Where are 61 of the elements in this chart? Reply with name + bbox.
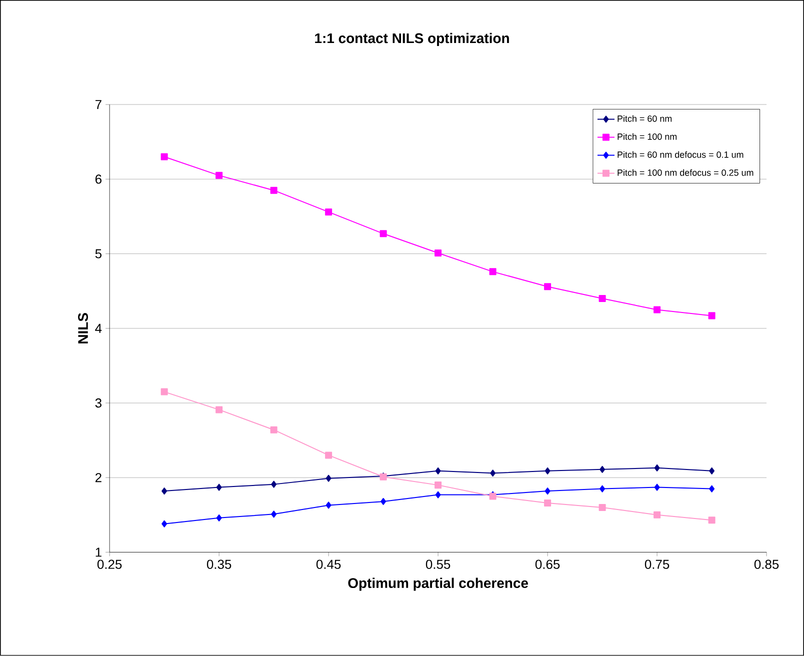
point (216, 484, 222, 491)
point (709, 467, 715, 474)
point (270, 426, 278, 434)
point (326, 502, 332, 509)
point (544, 283, 552, 290)
point (544, 488, 550, 495)
point (270, 186, 278, 194)
point (708, 312, 716, 320)
point (489, 268, 496, 276)
point (654, 464, 660, 472)
y-axis-title: NILS (78, 313, 88, 344)
point (598, 295, 606, 302)
y-tick-label: 2 (95, 473, 102, 482)
point (380, 230, 387, 238)
x-tick-label: 0.75 (644, 560, 670, 570)
point (600, 466, 606, 474)
point (434, 482, 442, 489)
point (216, 514, 222, 522)
point (654, 306, 661, 314)
legend-label: Pitch = 100 nm (618, 133, 677, 140)
point (325, 208, 332, 216)
point (598, 504, 606, 512)
point (216, 406, 223, 414)
point (326, 474, 332, 482)
y-tick-label: 4 (95, 324, 102, 333)
point (654, 484, 660, 491)
legend-label: Pitch = 60 nm (618, 115, 672, 122)
point (216, 172, 223, 180)
point (271, 480, 277, 488)
point (544, 467, 550, 474)
y-tick-label: 5 (95, 249, 102, 258)
point (380, 498, 386, 506)
x-tick-label: 0.55 (426, 560, 450, 570)
point (271, 510, 277, 518)
point (325, 452, 332, 459)
point (654, 512, 661, 519)
point (708, 516, 716, 524)
y-tick-label: 7 (96, 100, 102, 110)
x-tick-label: 0.85 (754, 560, 779, 570)
chart-title: 1:1 contact NILS optimization (315, 33, 509, 46)
point (435, 491, 441, 498)
point (162, 520, 168, 528)
point (162, 488, 168, 495)
x-tick-label: 0.25 (97, 560, 122, 570)
point (434, 250, 442, 257)
point (709, 485, 715, 492)
y-tick-label: 6 (95, 174, 102, 184)
point (600, 485, 606, 492)
x-axis-title: Optimum partial coherence (348, 578, 528, 591)
point (160, 388, 168, 396)
x-tick-label: 0.65 (535, 560, 560, 570)
y-tick-label: 1 (96, 548, 102, 557)
point (490, 470, 496, 477)
legend-label: Pitch = 100 nm defocus = 0.25 um (618, 169, 754, 176)
point (544, 500, 552, 507)
x-tick-label: 0.45 (316, 560, 341, 570)
legend-label: Pitch = 60 nm defocus = 0.1 um (618, 151, 744, 158)
x-tick-label: 0.35 (206, 560, 232, 570)
point (160, 153, 168, 160)
point (435, 467, 441, 474)
y-tick-label: 3 (95, 398, 102, 408)
